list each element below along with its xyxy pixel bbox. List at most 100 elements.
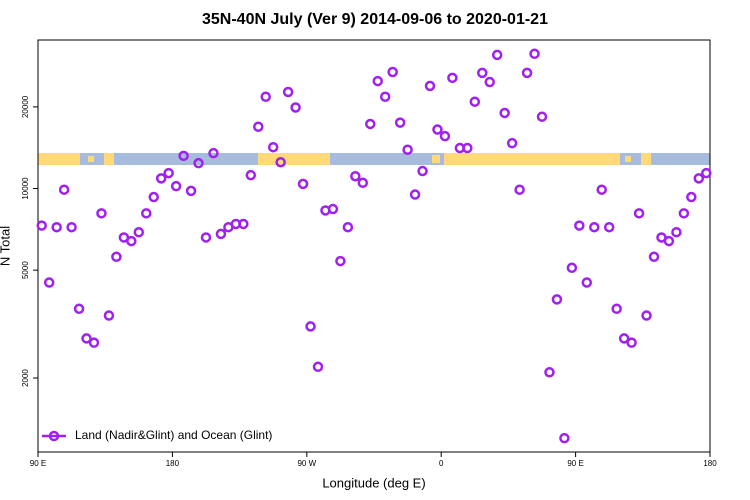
data-point bbox=[193, 157, 204, 169]
data-point bbox=[372, 75, 383, 87]
data-point bbox=[387, 66, 398, 78]
data-point bbox=[663, 235, 675, 247]
data-point bbox=[447, 72, 458, 84]
data-point bbox=[170, 180, 182, 192]
data-point bbox=[342, 221, 354, 233]
data-point bbox=[282, 86, 294, 98]
data-point bbox=[327, 203, 339, 215]
data-point bbox=[200, 232, 212, 243]
data-point bbox=[275, 156, 286, 168]
data-point bbox=[618, 333, 630, 344]
data-point bbox=[432, 124, 443, 135]
data-point bbox=[88, 337, 100, 348]
y-tick-label: 2000 bbox=[21, 369, 30, 387]
land-band bbox=[38, 153, 80, 165]
data-point bbox=[185, 185, 197, 197]
data-point bbox=[208, 147, 219, 159]
data-point bbox=[536, 111, 548, 122]
data-point bbox=[439, 130, 451, 142]
data-point bbox=[245, 169, 257, 181]
land-band bbox=[625, 156, 631, 162]
x-tick-label: 90 E bbox=[567, 459, 583, 468]
data-point bbox=[58, 184, 70, 195]
data-point bbox=[290, 102, 301, 113]
data-point bbox=[215, 228, 227, 240]
data-point bbox=[238, 218, 249, 230]
land-band bbox=[258, 153, 330, 165]
data-point bbox=[566, 262, 578, 274]
legend-marker bbox=[48, 430, 60, 442]
data-point bbox=[163, 167, 174, 179]
data-point bbox=[111, 251, 122, 263]
data-point bbox=[96, 208, 107, 219]
map-band bbox=[38, 153, 710, 165]
data-point bbox=[43, 277, 55, 288]
data-point bbox=[551, 294, 563, 305]
data-point bbox=[335, 255, 346, 267]
data-point bbox=[648, 251, 660, 263]
data-point bbox=[603, 221, 615, 233]
data-point bbox=[469, 96, 481, 107]
x-axis-label: Longitude (deg E) bbox=[322, 475, 425, 490]
data-point bbox=[394, 117, 406, 128]
x-tick-label: 180 bbox=[166, 459, 180, 468]
data-point bbox=[529, 48, 540, 60]
data-point bbox=[589, 221, 600, 233]
data-point bbox=[484, 76, 495, 88]
data-point bbox=[126, 235, 137, 247]
data-point bbox=[499, 107, 510, 119]
data-point bbox=[701, 167, 712, 179]
y-tick-label: 5000 bbox=[21, 261, 30, 279]
data-point bbox=[103, 310, 115, 321]
data-point bbox=[417, 165, 428, 177]
data-point bbox=[521, 67, 533, 79]
data-point bbox=[66, 221, 77, 233]
land-band bbox=[641, 153, 651, 165]
data-point bbox=[253, 121, 264, 132]
legend-label: Land (Nadir&Glint) and Ocean (Glint) bbox=[75, 428, 272, 442]
data-point bbox=[559, 432, 570, 444]
data-point bbox=[402, 144, 413, 155]
data-point bbox=[633, 208, 645, 219]
data-point bbox=[506, 137, 518, 149]
data-point bbox=[686, 191, 697, 203]
data-point bbox=[626, 337, 637, 348]
data-point bbox=[178, 150, 189, 162]
land-band bbox=[575, 153, 617, 165]
land-band bbox=[88, 156, 94, 162]
data-point bbox=[36, 220, 47, 231]
data-point bbox=[379, 91, 391, 103]
data-point bbox=[574, 220, 585, 231]
data-point bbox=[297, 178, 309, 190]
land-band bbox=[432, 155, 440, 163]
data-point bbox=[514, 184, 525, 195]
data-point bbox=[350, 170, 361, 182]
data-point bbox=[671, 226, 682, 238]
data-point bbox=[51, 221, 62, 233]
data-point bbox=[409, 189, 421, 200]
data-point bbox=[477, 67, 488, 79]
land-band bbox=[104, 153, 114, 165]
data-point bbox=[544, 367, 555, 378]
data-point bbox=[305, 321, 316, 332]
data-point bbox=[424, 80, 436, 92]
data-point bbox=[581, 277, 593, 288]
y-tick-label: 10000 bbox=[21, 177, 30, 200]
data-point bbox=[312, 361, 324, 373]
x-tick-label: 90 E bbox=[30, 459, 46, 468]
data-point bbox=[148, 191, 159, 203]
x-tick-label: 0 bbox=[439, 459, 444, 468]
data-point bbox=[491, 49, 503, 61]
data-point bbox=[462, 142, 473, 154]
data-point bbox=[155, 173, 167, 184]
data-point bbox=[611, 303, 622, 315]
data-point bbox=[596, 184, 607, 195]
data-point bbox=[365, 118, 376, 130]
y-axis-label: N Total bbox=[0, 226, 12, 266]
data-point bbox=[260, 91, 271, 103]
data-point bbox=[693, 173, 705, 184]
data-point bbox=[73, 303, 85, 315]
data-point bbox=[81, 333, 92, 344]
x-tick-label: 90 W bbox=[297, 459, 316, 468]
